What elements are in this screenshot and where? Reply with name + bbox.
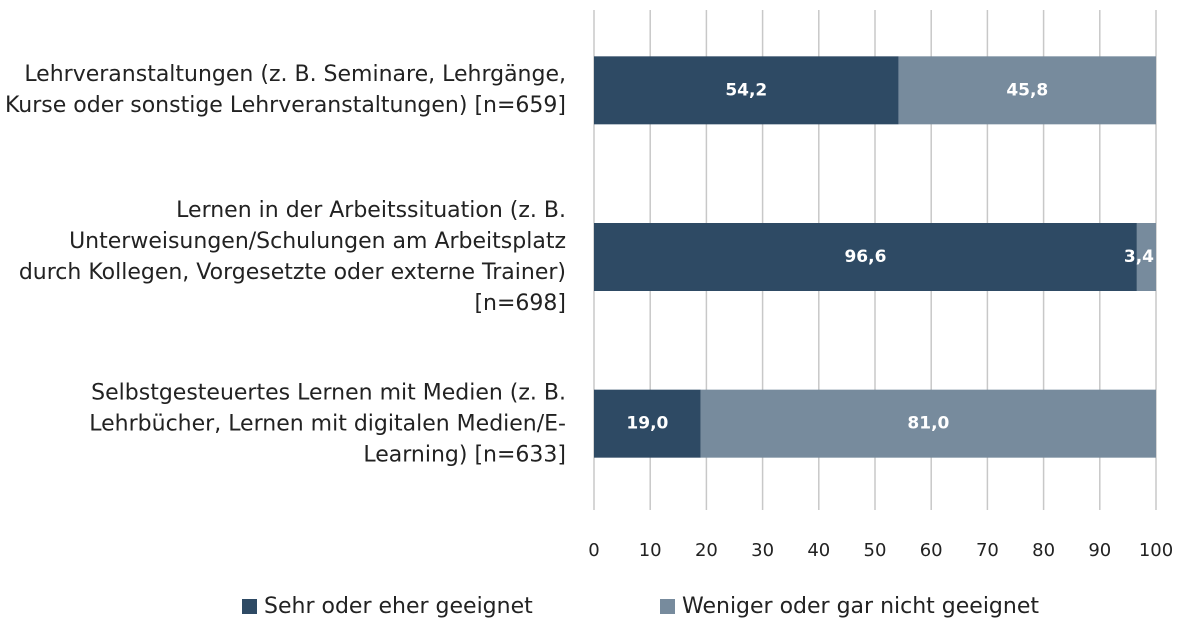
legend-label: Sehr oder eher geeignet bbox=[264, 594, 533, 619]
bar-segment bbox=[898, 56, 1156, 125]
data-label: 81,0 bbox=[907, 414, 949, 434]
x-tick-label: 70 bbox=[976, 540, 999, 561]
bar-segment bbox=[594, 389, 701, 458]
legend-label: Weniger oder gar nicht geeignet bbox=[682, 594, 1039, 619]
y-tick-label: Lernen in der Arbeitssituation (z. B. Un… bbox=[18, 198, 566, 316]
x-tick-label: 40 bbox=[807, 540, 830, 561]
x-tick-label: 80 bbox=[1032, 540, 1055, 561]
x-tick-label: 30 bbox=[751, 540, 774, 561]
x-tick-label: 100 bbox=[1139, 540, 1173, 561]
data-label: 45,8 bbox=[1006, 80, 1048, 100]
bar-segment bbox=[594, 223, 1137, 291]
x-tick-label: 60 bbox=[920, 540, 943, 561]
data-label: 96,6 bbox=[844, 247, 886, 267]
x-tick-label: 20 bbox=[695, 540, 718, 561]
x-tick-label: 50 bbox=[864, 540, 887, 561]
bar-segment bbox=[700, 389, 1156, 458]
y-tick-label: Selbstgesteuertes Lernen mit Medien (z. … bbox=[89, 380, 566, 468]
x-tick-label: 90 bbox=[1088, 540, 1111, 561]
bar-segment bbox=[594, 56, 899, 125]
y-tick-label: Lehrveranstaltungen (z. B. Seminare, Leh… bbox=[4, 62, 566, 119]
data-label: 3,4 bbox=[1124, 247, 1154, 267]
x-tick-label: 10 bbox=[639, 540, 662, 561]
x-tick-label: 0 bbox=[588, 540, 599, 561]
legend-swatch bbox=[660, 599, 675, 614]
legend-swatch bbox=[242, 599, 257, 614]
data-label: 54,2 bbox=[725, 80, 767, 100]
bar-segment bbox=[1136, 223, 1156, 291]
data-label: 19,0 bbox=[626, 414, 668, 434]
